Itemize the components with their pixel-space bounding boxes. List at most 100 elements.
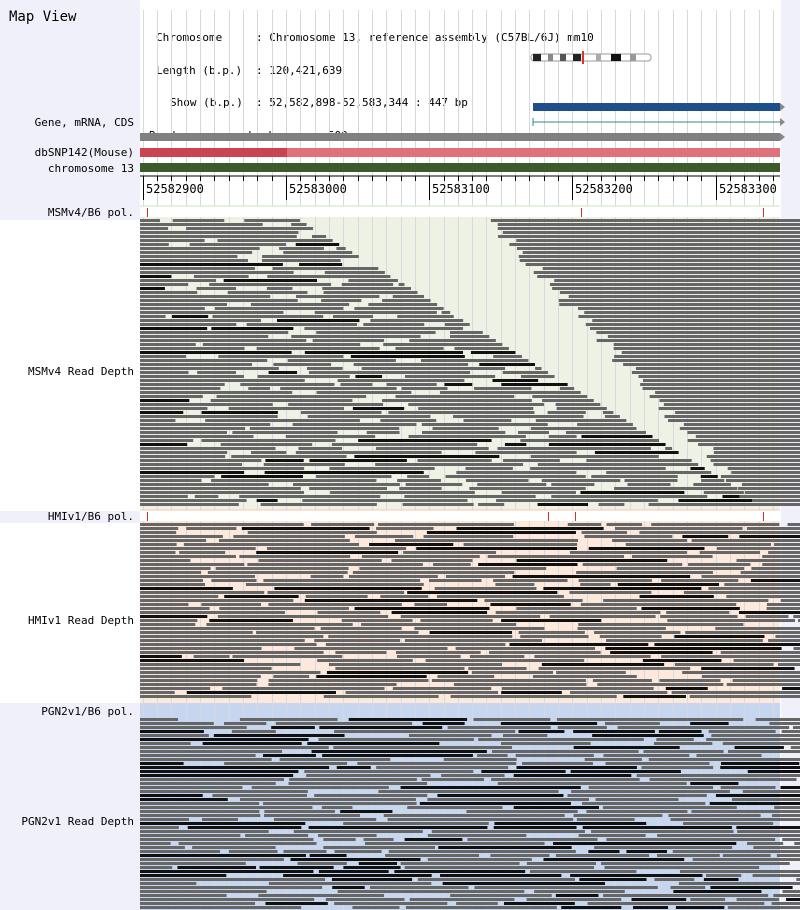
- read-alignment[interactable]: [231, 455, 347, 458]
- read-alignment[interactable]: [439, 391, 581, 394]
- read-alignment[interactable]: [316, 675, 427, 678]
- read-alignment[interactable]: [332, 315, 374, 318]
- read-alignment[interactable]: [140, 347, 245, 350]
- read-alignment[interactable]: [337, 890, 525, 893]
- read-alignment[interactable]: [703, 491, 744, 494]
- read-alignment[interactable]: [280, 387, 397, 390]
- read-alignment[interactable]: [675, 411, 800, 414]
- read-alignment[interactable]: [607, 335, 800, 338]
- read-alignment[interactable]: [656, 738, 694, 741]
- read-alignment[interactable]: [549, 283, 800, 286]
- read-alignment[interactable]: [700, 475, 718, 478]
- read-alignment[interactable]: [427, 834, 527, 837]
- read-alignment[interactable]: [201, 603, 262, 606]
- read-alignment[interactable]: [445, 575, 506, 578]
- read-alignment[interactable]: [177, 866, 257, 869]
- read-alignment[interactable]: [397, 315, 454, 318]
- read-alignment[interactable]: [762, 563, 800, 566]
- read-alignment[interactable]: [140, 631, 253, 634]
- read-alignment[interactable]: [363, 838, 394, 841]
- read-alignment[interactable]: [246, 323, 358, 326]
- read-alignment[interactable]: [592, 679, 652, 682]
- read-alignment[interactable]: [395, 347, 444, 350]
- read-alignment[interactable]: [672, 850, 800, 853]
- read-alignment[interactable]: [250, 451, 287, 454]
- read-alignment[interactable]: [183, 543, 360, 546]
- read-alignment[interactable]: [404, 639, 542, 642]
- read-alignment[interactable]: [584, 758, 642, 761]
- read-alignment[interactable]: [456, 902, 498, 905]
- read-alignment[interactable]: [501, 619, 602, 622]
- read-alignment[interactable]: [444, 323, 470, 326]
- read-alignment[interactable]: [283, 850, 327, 853]
- read-alignment[interactable]: [533, 271, 800, 274]
- read-alignment[interactable]: [140, 483, 269, 486]
- read-alignment[interactable]: [385, 854, 480, 857]
- read-alignment[interactable]: [140, 846, 185, 849]
- read-alignment[interactable]: [330, 491, 475, 494]
- read-alignment[interactable]: [534, 655, 651, 658]
- read-alignment[interactable]: [613, 343, 800, 346]
- read-alignment[interactable]: [140, 667, 272, 670]
- read-alignment[interactable]: [516, 766, 637, 769]
- read-alignment[interactable]: [140, 311, 284, 314]
- read-alignment[interactable]: [548, 443, 666, 446]
- read-alignment[interactable]: [477, 483, 547, 486]
- read-alignment[interactable]: [416, 547, 578, 550]
- read-alignment[interactable]: [211, 579, 257, 582]
- read-alignment[interactable]: [468, 667, 527, 670]
- read-alignment[interactable]: [140, 798, 228, 801]
- read-alignment[interactable]: [589, 327, 800, 330]
- read-alignment[interactable]: [140, 591, 265, 594]
- read-alignment[interactable]: [732, 679, 800, 682]
- read-alignment[interactable]: [140, 423, 271, 426]
- read-alignment[interactable]: [578, 834, 646, 837]
- read-alignment[interactable]: [701, 479, 725, 482]
- read-alignment[interactable]: [623, 363, 800, 366]
- read-alignment[interactable]: [682, 535, 729, 538]
- read-alignment[interactable]: [421, 423, 548, 426]
- read-alignment[interactable]: [309, 459, 407, 462]
- read-alignment[interactable]: [580, 603, 737, 606]
- read-alignment[interactable]: [140, 830, 269, 833]
- read-alignment[interactable]: [706, 738, 800, 741]
- read-alignment[interactable]: [256, 347, 380, 350]
- read-alignment[interactable]: [787, 523, 800, 526]
- read-alignment[interactable]: [674, 663, 774, 666]
- read-alignment[interactable]: [739, 535, 800, 538]
- read-alignment[interactable]: [140, 251, 253, 254]
- read-alignment[interactable]: [140, 387, 221, 390]
- read-alignment[interactable]: [746, 527, 800, 530]
- read-alignment[interactable]: [428, 579, 482, 582]
- read-alignment[interactable]: [193, 655, 230, 658]
- read-alignment[interactable]: [140, 906, 302, 909]
- read-alignment[interactable]: [140, 874, 227, 877]
- read-alignment[interactable]: [463, 543, 578, 546]
- read-alignment[interactable]: [553, 842, 737, 845]
- read-alignment[interactable]: [383, 814, 565, 817]
- read-alignment[interactable]: [642, 387, 800, 390]
- read-alignment[interactable]: [606, 523, 642, 526]
- read-alignment[interactable]: [140, 503, 239, 506]
- read-alignment[interactable]: [604, 866, 760, 869]
- read-alignment[interactable]: [478, 738, 644, 741]
- read-alignment[interactable]: [691, 539, 800, 542]
- read-alignment[interactable]: [581, 435, 653, 438]
- read-alignment[interactable]: [552, 287, 800, 290]
- read-alignment[interactable]: [140, 794, 203, 797]
- read-alignment[interactable]: [731, 798, 800, 801]
- read-alignment[interactable]: [580, 491, 685, 494]
- read-alignment[interactable]: [308, 371, 471, 374]
- read-alignment[interactable]: [617, 583, 720, 586]
- read-alignment[interactable]: [140, 882, 197, 885]
- read-alignment[interactable]: [635, 367, 800, 370]
- read-alignment[interactable]: [592, 734, 704, 737]
- read-alignment[interactable]: [441, 774, 505, 777]
- read-alignment[interactable]: [140, 479, 202, 482]
- read-alignment[interactable]: [588, 850, 620, 853]
- read-alignment[interactable]: [140, 683, 257, 686]
- read-alignment[interactable]: [693, 483, 731, 486]
- read-alignment[interactable]: [537, 463, 699, 466]
- read-alignment[interactable]: [639, 595, 714, 598]
- read-alignment[interactable]: [658, 730, 702, 733]
